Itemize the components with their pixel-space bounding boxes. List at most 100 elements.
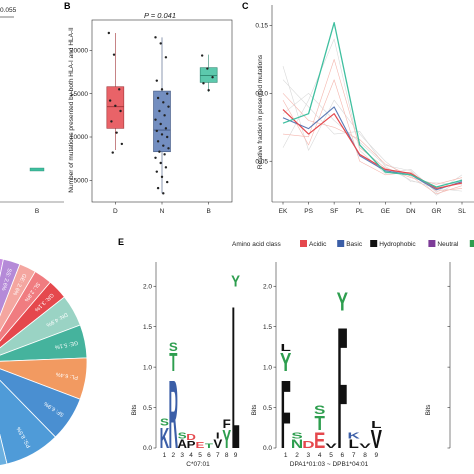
panel-b-point (166, 180, 169, 184)
logo-letter: V (371, 424, 383, 453)
panel-b-point (115, 131, 118, 134)
panel-b-point (112, 53, 116, 56)
panel-b-point (163, 114, 166, 117)
panel-b-point (200, 54, 204, 57)
panel-c-xtick-label: DN (406, 208, 416, 215)
panel-c: C 0.05 0.10 0.15 EK PS SF PL GE DN GR SL Relative … (242, 1, 474, 215)
panel-b-point (164, 127, 168, 130)
logo-letter: F (280, 360, 290, 469)
logo-position-label: 2 (172, 452, 176, 459)
panel-b-point (114, 104, 117, 108)
panel-b-point (156, 140, 160, 143)
logo-letter: V (325, 442, 337, 449)
panel-a-xtick-b: B (35, 208, 39, 215)
logo-letter: K (348, 431, 361, 440)
logo-ytick-label: 1.5 (143, 324, 152, 331)
panel-b-point (155, 129, 158, 133)
logo-letter: S (160, 416, 169, 428)
panel-b-point (159, 161, 162, 165)
logo-letter: S (314, 404, 325, 417)
logo-letter: V (213, 437, 222, 451)
panel-b-pvalue: P = 0.041 (144, 11, 176, 20)
pie-slice-label: GE: 5.1% (54, 339, 78, 350)
panel-c-series-line (282, 109, 463, 190)
panel-b-ytick-label: 5000 (74, 178, 89, 185)
panel-c-series-line (282, 66, 463, 185)
panel-c-ytick-label: 0.10 (255, 91, 268, 98)
panel-b-point (118, 88, 121, 91)
panel-b-ylabel: Number of mutations presented by both HL… (68, 27, 75, 193)
panel-c-series-line (282, 79, 463, 192)
panel-b-point (166, 92, 169, 95)
logo-letter: L (231, 263, 239, 474)
logo-position-label: 8 (363, 452, 367, 459)
logo-position-label: 8 (225, 452, 229, 459)
legend-label: Neutral (437, 241, 459, 248)
panel-b-label: B (64, 1, 71, 11)
logo-letter: L (348, 438, 358, 451)
panel-b-point (158, 109, 161, 113)
logo-position-label: 7 (216, 452, 220, 459)
panel-e-label: E (118, 237, 124, 247)
panel-b-point (206, 67, 209, 70)
panel-c-series-line (282, 22, 463, 188)
panel-c-plot: 0.05 0.10 0.15 EK PS SF PL GE DN GR SL (255, 5, 474, 215)
pie-slice-label: PL: 6.4% (55, 371, 78, 381)
logo-ytick-label: 0.0 (263, 445, 272, 452)
legend-swatch (300, 240, 307, 247)
logo-xlabel: C*07:01 (186, 461, 210, 468)
logo-letter: Y (337, 287, 349, 316)
panel-c-ylabel: Relative fraction in presented mutations (257, 54, 264, 169)
logo-position-label: 6 (341, 452, 345, 459)
panel-b-point (164, 56, 168, 59)
panel-b-point (166, 135, 169, 139)
logo-ytick-label: 1.0 (143, 364, 152, 371)
panel-b-point (164, 166, 168, 169)
logo-letter: E (314, 429, 325, 454)
panel-b-point (202, 82, 205, 85)
panel-b-xtick-label: N (160, 208, 165, 215)
panel-b-point (154, 118, 157, 121)
panel-b-point (154, 36, 157, 39)
panel-b-point (160, 175, 164, 179)
panel-a: 0.055 B (0, 7, 64, 215)
panel-b-box-n (153, 90, 171, 153)
logo-letter: D (302, 439, 314, 451)
logo-letter: I (216, 432, 220, 441)
panel-a-annotation: 0.055 (0, 7, 17, 14)
panel-b-point (160, 133, 164, 136)
panel-b-point (111, 151, 114, 154)
logo-letter: S (169, 339, 178, 353)
panel-b-xtick-label: B (206, 208, 210, 215)
logo-letter: N (291, 438, 303, 451)
logo-letter: F (223, 416, 231, 430)
panel-b-xtick-label: D (113, 208, 118, 215)
logo-letter: E (196, 441, 205, 450)
panel-c-series-line (282, 93, 463, 195)
panel-b-point (163, 153, 166, 156)
panel-c-series-line (282, 106, 463, 191)
logo-ylabel: Bits (251, 404, 258, 416)
logo-letter: T (205, 443, 214, 449)
panel-c-ytick-label: 0.05 (255, 158, 268, 165)
logo-position-label: 7 (352, 452, 356, 459)
panel-b-point (108, 99, 112, 102)
legend-swatch (469, 240, 474, 247)
logo-letter: L (280, 341, 291, 353)
logo-letter: F (337, 292, 347, 474)
panel-b-point (160, 88, 164, 91)
logo-position-label: 9 (375, 452, 379, 459)
panel-b-point (156, 96, 160, 100)
logo-letter: K (160, 422, 170, 454)
panel-c-ytick-label: 0.15 (255, 23, 268, 30)
panel-c-xtick-label: EK (279, 208, 288, 215)
legend-swatch (337, 240, 345, 247)
logo-letter: Y (280, 348, 292, 377)
panel-b-point (167, 147, 170, 150)
panel-a-box-b (29, 167, 45, 172)
panel-b-point (211, 76, 214, 79)
logo-letter: D (186, 433, 196, 442)
panel-e: E Amino acid class Acidic Basic Hydrophobi… (118, 237, 474, 474)
panel-c-label: C (242, 1, 249, 11)
